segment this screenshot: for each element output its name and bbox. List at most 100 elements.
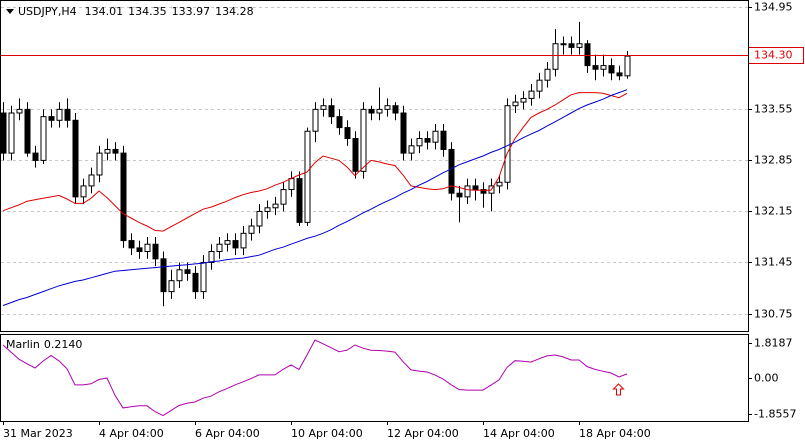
y-tick-label: 132.85 <box>754 154 793 167</box>
chart-header: USDJPY,H4 134.01 134.35 133.97 134.28 <box>18 5 254 18</box>
candle-body <box>472 185 479 191</box>
candle-body <box>88 174 95 187</box>
candle-body <box>616 72 623 77</box>
candle-body <box>208 251 215 263</box>
candle-body <box>368 108 375 114</box>
last-high: 134.35 <box>128 5 167 18</box>
candle-body <box>352 138 359 172</box>
y-tick-label: 1.8187 <box>754 337 793 350</box>
indicator-panel-frame <box>0 334 749 422</box>
candle-body <box>48 116 55 121</box>
candle-body <box>128 240 135 249</box>
candle-body <box>552 43 559 70</box>
indicator-name: Marlin <box>6 338 40 351</box>
candle-body <box>536 79 543 92</box>
last-open: 134.01 <box>85 5 124 18</box>
x-tick-label: 12 Apr 04:00 <box>387 427 459 440</box>
candle-body <box>16 108 23 114</box>
candle-body <box>528 90 535 99</box>
candle-body <box>280 189 287 205</box>
y-tick-label: 0.00 <box>754 372 779 385</box>
candle-body <box>328 105 335 118</box>
candle-body <box>120 152 127 242</box>
candle-body <box>200 261 207 293</box>
candle-body <box>608 65 615 74</box>
moving-average-line <box>2 92 628 232</box>
candle-body <box>176 269 183 282</box>
x-tick-label: 4 Apr 04:00 <box>99 427 164 440</box>
candle-body <box>144 243 151 253</box>
candle-body <box>392 105 399 114</box>
candle-body <box>560 43 567 46</box>
candle-body <box>32 152 39 161</box>
candle-body <box>168 280 175 293</box>
candle-body <box>216 243 223 253</box>
candle-body <box>72 119 79 198</box>
candle-body <box>56 108 63 121</box>
y-tick-label: -1.8557 <box>754 408 796 421</box>
candle-body <box>320 105 327 110</box>
candle-body <box>96 152 103 176</box>
candle-body <box>264 207 271 212</box>
candle-body <box>360 108 367 172</box>
x-tick-label: 14 Apr 04:00 <box>483 427 555 440</box>
last-low: 133.97 <box>172 5 211 18</box>
candle-body <box>600 65 607 70</box>
y-tick-label: 131.45 <box>754 256 793 269</box>
candle-body <box>112 148 119 154</box>
candle-body <box>512 101 519 107</box>
candle-body <box>448 148 455 194</box>
y-tick-label: 132.15 <box>754 205 793 218</box>
candle-body <box>432 130 439 143</box>
candle-body <box>456 192 463 198</box>
indicator-line <box>2 339 628 417</box>
candle-body <box>400 112 407 154</box>
candle-body <box>440 130 447 150</box>
candle-body <box>304 130 311 223</box>
candle-body <box>184 269 191 274</box>
candle-body <box>232 240 239 249</box>
candle-body <box>272 203 279 209</box>
moving-average-line <box>2 89 628 306</box>
signal-arrow <box>612 383 625 396</box>
symbol-title: USDJPY,H4 <box>18 5 77 18</box>
candle-body <box>464 185 471 198</box>
candle-body <box>544 68 551 81</box>
candle-body <box>104 148 111 154</box>
candle-body <box>376 108 383 114</box>
candle-body <box>408 145 415 154</box>
candle-body <box>152 243 159 260</box>
candle-body <box>312 108 319 132</box>
candle-body <box>8 112 15 154</box>
candle-body <box>0 112 7 154</box>
candle-body <box>24 108 31 154</box>
symbol-menu-arrow[interactable] <box>6 9 14 14</box>
candle-body <box>224 240 231 245</box>
x-tick-label: 31 Mar 2023 <box>3 427 73 440</box>
candle-body <box>480 189 487 194</box>
y-tick-label: 130.75 <box>754 308 793 321</box>
candle-body <box>64 108 71 121</box>
candle-body <box>424 138 431 143</box>
candle-body <box>288 178 295 191</box>
candle-body <box>496 181 503 187</box>
price-label: 134.30 <box>754 49 793 62</box>
y-tick-label: 134.95 <box>754 1 793 14</box>
x-tick-label: 6 Apr 04:00 <box>195 427 260 440</box>
candle-body <box>160 258 167 293</box>
candle-body <box>80 185 87 198</box>
candle-body <box>296 178 303 223</box>
candle-body <box>192 272 199 293</box>
y-tick-label: 133.55 <box>754 103 793 116</box>
indicator-legend: Marlin 0.2140 <box>6 338 82 351</box>
candle-body <box>504 105 511 183</box>
candle-body <box>136 247 143 253</box>
indicator-value: 0.2140 <box>44 338 83 351</box>
candle-body <box>520 97 527 103</box>
candle-body <box>240 232 247 249</box>
main-panel-frame <box>0 0 749 332</box>
x-tick-label: 18 Apr 04:00 <box>579 427 651 440</box>
